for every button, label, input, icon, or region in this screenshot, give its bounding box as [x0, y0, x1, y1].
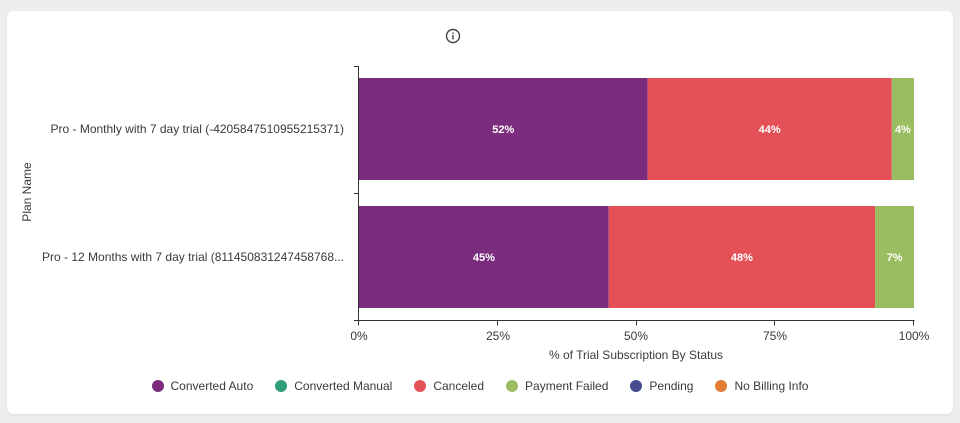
legend-label: No Billing Info — [734, 379, 809, 393]
category-label-0: Pro - Monthly with 7 day trial (-4205847… — [50, 122, 344, 136]
legend-swatch — [715, 380, 728, 392]
x-tick-label-0: 0% — [350, 329, 368, 343]
category-label-1: Pro - 12 Months with 7 day trial (811450… — [42, 250, 344, 264]
legend-label: Canceled — [433, 379, 485, 393]
legend-item-payment-failed[interactable]: Payment Failed — [506, 379, 608, 393]
x-tick-label-1: 25% — [485, 329, 511, 343]
legend-label: Pending — [649, 379, 694, 393]
legend-item-converted-manual[interactable]: Converted Manual — [275, 379, 392, 393]
bar-data-label: 4% — [895, 124, 911, 136]
x-axis-title: % of Trial Subscription By Status — [548, 348, 724, 362]
bar-data-label: 48% — [731, 252, 753, 264]
legend-item-canceled[interactable]: Canceled — [414, 379, 484, 393]
legend-swatch — [151, 380, 164, 392]
bar-data-label: 44% — [759, 124, 781, 136]
legend-swatch — [630, 380, 643, 392]
x-tick-label-3: 75% — [762, 329, 788, 343]
info-circle-icon[interactable] — [445, 28, 461, 44]
bar-segment[interactable] — [608, 206, 876, 308]
legend-swatch — [275, 380, 288, 392]
bar-segment[interactable] — [647, 78, 892, 180]
legend-label: Converted Manual — [294, 379, 393, 393]
bar-segment[interactable] — [875, 206, 914, 308]
legend-swatch — [414, 380, 427, 392]
legend-item-pending[interactable]: Pending — [630, 379, 693, 393]
x-tick-label-2: 50% — [623, 329, 649, 343]
bar-segment[interactable] — [359, 78, 648, 180]
bar-data-label: 52% — [492, 124, 514, 136]
bar-data-label: 45% — [473, 252, 495, 264]
legend-swatch — [506, 380, 519, 392]
x-tick-label-4: 100% — [898, 329, 930, 343]
bar-data-label: 7% — [887, 252, 903, 264]
bar-segment[interactable] — [891, 78, 914, 180]
bar-segment[interactable] — [359, 206, 609, 308]
chart-legend: Converted Auto Converted Manual Canceled… — [0, 379, 960, 393]
legend-item-converted-auto[interactable]: Converted Auto — [151, 379, 254, 393]
legend-item-no-billing-info[interactable]: No Billing Info — [715, 379, 808, 393]
legend-label: Converted Auto — [170, 379, 254, 393]
legend-label: Payment Failed — [525, 379, 609, 393]
